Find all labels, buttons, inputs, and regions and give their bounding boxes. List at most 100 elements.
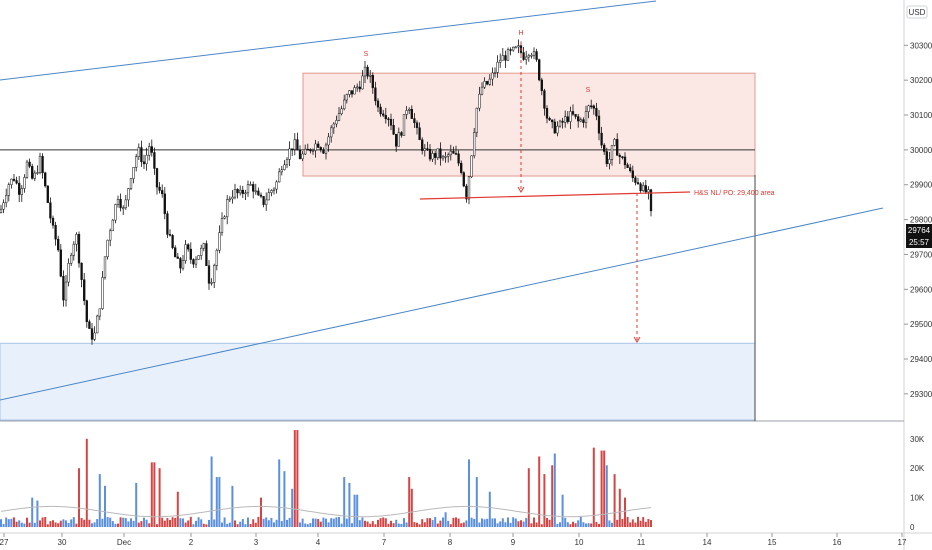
candle-body bbox=[330, 127, 333, 138]
volume-bar bbox=[426, 518, 429, 527]
volume-bar bbox=[577, 520, 580, 527]
candle-body bbox=[207, 265, 211, 284]
candle-body bbox=[332, 123, 335, 129]
candle-body bbox=[233, 188, 237, 198]
candle-body bbox=[98, 308, 101, 317]
candle-body bbox=[124, 199, 127, 209]
volume-bar bbox=[616, 519, 619, 527]
time-tick-label: 3 bbox=[254, 538, 259, 547]
candle-body bbox=[584, 111, 588, 123]
volume-bar bbox=[280, 521, 283, 527]
candle-body bbox=[444, 156, 447, 158]
volume-bar bbox=[215, 477, 218, 527]
candle-body bbox=[400, 132, 403, 136]
volume-bar bbox=[93, 522, 96, 527]
right-shoulder-label: S bbox=[586, 87, 591, 94]
candle-body bbox=[395, 133, 398, 147]
volume-bar bbox=[598, 523, 600, 527]
volume-bar bbox=[122, 517, 125, 527]
volume-bar bbox=[556, 523, 559, 527]
volume-bar bbox=[481, 518, 483, 527]
time-tick-label: 9 bbox=[511, 538, 516, 547]
candle-body bbox=[189, 248, 192, 260]
candle-body bbox=[426, 148, 429, 150]
candle-body bbox=[291, 148, 294, 151]
volume-bar bbox=[527, 468, 530, 527]
candle-body bbox=[7, 184, 10, 196]
volume-bar bbox=[179, 518, 182, 527]
volume-bar bbox=[522, 521, 525, 527]
candle-body bbox=[231, 196, 234, 200]
candle-body bbox=[254, 190, 257, 193]
volume-tick-label: 20K bbox=[910, 464, 925, 473]
candle-body bbox=[496, 61, 499, 73]
candle-body bbox=[478, 93, 481, 109]
candle-body bbox=[616, 139, 619, 156]
candle-body bbox=[353, 87, 356, 95]
volume-bar bbox=[618, 488, 621, 527]
volume-bar bbox=[2, 523, 5, 527]
volume-bar bbox=[642, 517, 645, 527]
volume-bar bbox=[184, 522, 187, 527]
price-tick-label: 29500 bbox=[910, 320, 932, 329]
volume-bar bbox=[96, 519, 99, 527]
candle-body bbox=[457, 153, 460, 164]
volume-bar bbox=[569, 524, 572, 527]
volume-bar bbox=[254, 522, 257, 527]
volume-bar bbox=[595, 521, 598, 527]
volume-bar bbox=[111, 521, 114, 527]
time-tick-label: 11 bbox=[637, 538, 646, 547]
candle-body bbox=[610, 145, 614, 160]
volume-bar bbox=[143, 517, 145, 527]
price-tick-label: 29300 bbox=[910, 390, 932, 399]
candle-body bbox=[288, 148, 291, 160]
volume-bar bbox=[582, 522, 585, 527]
volume-bar bbox=[504, 522, 507, 527]
volume-bar bbox=[351, 523, 353, 527]
volume-bar bbox=[473, 518, 476, 527]
candle-body bbox=[587, 105, 590, 112]
volume-bar bbox=[49, 521, 52, 527]
candle-body bbox=[608, 159, 611, 165]
candle-body bbox=[116, 199, 120, 205]
volume-bar bbox=[291, 488, 294, 527]
candle-body bbox=[574, 114, 577, 117]
volume-bar bbox=[605, 465, 608, 527]
volume-bar bbox=[647, 518, 650, 527]
candle-body bbox=[408, 108, 411, 111]
candle-body bbox=[434, 153, 437, 158]
volume-bar bbox=[223, 517, 226, 527]
candle-body bbox=[473, 132, 476, 157]
price-axis[interactable]: 30300 30200 30100 30000 29900 29800 29700 29600… bbox=[904, 41, 932, 399]
candle-body bbox=[577, 116, 580, 122]
volume-bar bbox=[457, 518, 460, 527]
volume-axis[interactable]: 30K 20K 10K 0 bbox=[910, 435, 925, 532]
candle-body bbox=[454, 153, 458, 155]
volume-bar bbox=[395, 519, 398, 527]
candle-body bbox=[106, 239, 109, 258]
candle-body bbox=[184, 244, 187, 261]
candle-body bbox=[153, 152, 156, 169]
volume-bar bbox=[439, 520, 442, 527]
candle-body bbox=[83, 279, 86, 301]
candle-body bbox=[272, 188, 276, 191]
volume-bar bbox=[228, 522, 231, 527]
candle-body bbox=[246, 184, 250, 194]
candle-body bbox=[57, 238, 60, 251]
volume-bar bbox=[31, 497, 34, 527]
volume-bar bbox=[262, 518, 265, 527]
candle-body bbox=[90, 328, 94, 340]
volume-bar bbox=[361, 517, 364, 527]
candle-body bbox=[340, 108, 343, 114]
candle-body bbox=[18, 182, 21, 195]
time-axis[interactable]: 27 30 Dec 2 3 4 7 8 9 10 11 14 15 16 17 bbox=[0, 533, 907, 547]
volume-bar bbox=[210, 456, 213, 527]
candle-body bbox=[215, 250, 218, 266]
volume-bar bbox=[161, 517, 164, 527]
volume-bar bbox=[124, 518, 127, 527]
candle-body bbox=[480, 86, 484, 95]
price-tick-label: 30000 bbox=[910, 146, 932, 155]
volume-bar bbox=[486, 518, 489, 527]
candle-body bbox=[431, 153, 434, 160]
